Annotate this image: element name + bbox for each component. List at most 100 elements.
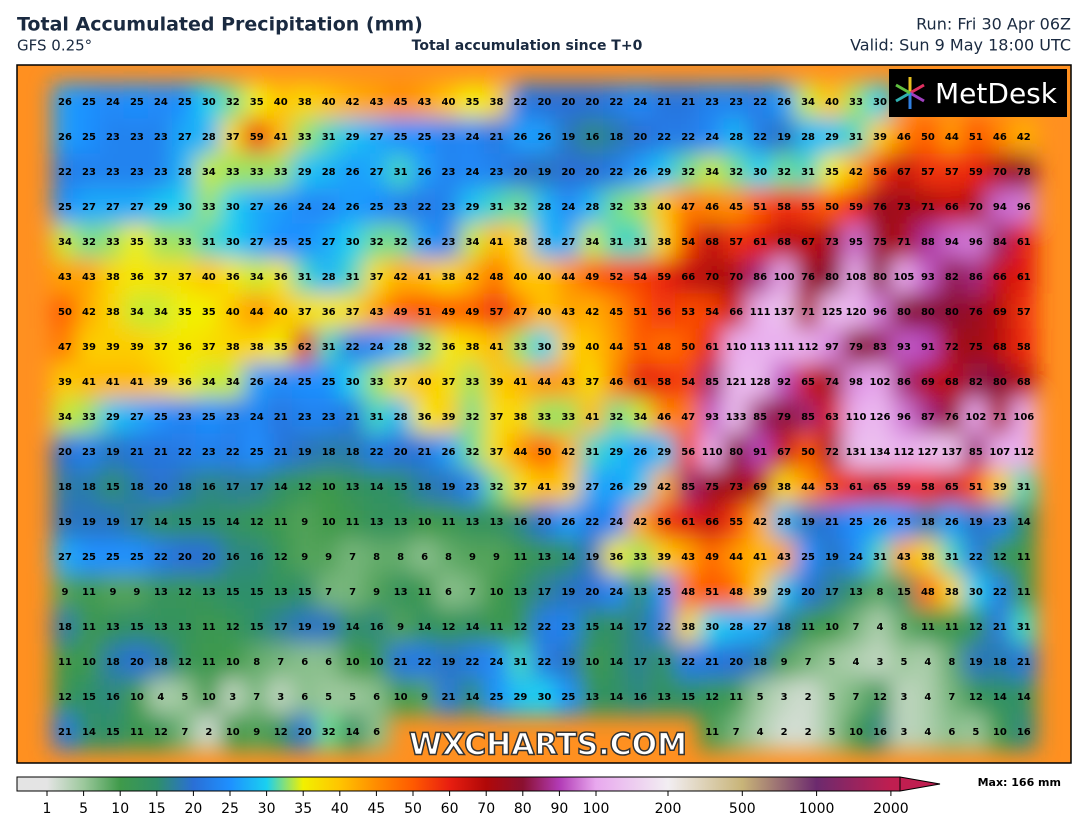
- precip-cell: [938, 713, 965, 751]
- precip-cell: [363, 363, 390, 401]
- precip-cell: [483, 293, 510, 331]
- precip-cell: [363, 503, 390, 541]
- cell-value: 5: [181, 692, 188, 703]
- cell-value: 137: [774, 307, 795, 318]
- cell-value: 30: [226, 237, 240, 248]
- cell-value: 30: [202, 97, 216, 108]
- cell-value: 32: [466, 412, 480, 423]
- cell-value: 48: [681, 587, 695, 598]
- cell-value: 20: [58, 447, 72, 458]
- precip-cell: [171, 713, 198, 751]
- cell-value: 40: [418, 377, 432, 388]
- cell-value: 5: [757, 692, 764, 703]
- precip-cell: [555, 153, 582, 191]
- cell-value: 13: [346, 482, 360, 493]
- precip-cell: [627, 293, 654, 331]
- precip-cell: [914, 328, 941, 366]
- precip-cell: [123, 503, 150, 541]
- precip-cell: [962, 713, 989, 751]
- cell-value: 3: [876, 657, 883, 668]
- precip-cell: [411, 188, 438, 226]
- precip-cell: [531, 258, 558, 296]
- cell-value: 31: [633, 237, 647, 248]
- precip-cell: [747, 153, 774, 191]
- cell-value: 44: [801, 482, 815, 493]
- cell-value: 30: [537, 342, 551, 353]
- cell-value: 29: [513, 692, 527, 703]
- cell-value: 23: [442, 237, 456, 248]
- precip-cell: [219, 328, 246, 366]
- precip-cell: [747, 188, 774, 226]
- cell-value: 38: [681, 622, 695, 633]
- cell-value: 8: [397, 552, 404, 563]
- cell-value: 87: [921, 412, 935, 423]
- cell-value: 15: [130, 622, 144, 633]
- cell-value: 28: [394, 412, 408, 423]
- cell-value: 46: [897, 132, 911, 143]
- cell-value: 61: [633, 377, 647, 388]
- precip-cell: [962, 293, 989, 331]
- precip-cell: [675, 503, 702, 541]
- precip-cell: [986, 468, 1013, 506]
- precip-cell: [723, 468, 750, 506]
- precip-cell: [627, 538, 654, 576]
- cell-value: 32: [370, 237, 384, 248]
- cell-value: 29: [657, 447, 671, 458]
- cell-value: 14: [993, 692, 1007, 703]
- precip-cell: [890, 223, 917, 261]
- cell-value: 29: [657, 167, 671, 178]
- precip-cell: [171, 223, 198, 261]
- cell-value: 10: [322, 482, 336, 493]
- cell-value: 46: [657, 412, 671, 423]
- precip-cell: [675, 643, 702, 681]
- precip-cell: [531, 363, 558, 401]
- precip-cell: [435, 678, 462, 716]
- cell-value: 10: [322, 517, 336, 528]
- cell-value: 7: [733, 727, 740, 738]
- precip-cell: [243, 153, 270, 191]
- cell-value: 16: [226, 552, 240, 563]
- cell-value: 22: [681, 132, 695, 143]
- cell-value: 33: [849, 97, 863, 108]
- cell-value: 18: [993, 657, 1007, 668]
- precip-cell: [531, 398, 558, 436]
- cell-value: 29: [466, 202, 480, 213]
- cell-value: 31: [394, 167, 408, 178]
- precip-cell: [219, 258, 246, 296]
- cell-value: 40: [657, 202, 671, 213]
- precip-cell: [819, 188, 846, 226]
- precip-cell: [52, 223, 78, 261]
- cell-value: 37: [370, 272, 384, 283]
- precip-cell: [699, 468, 726, 506]
- precip-cell: [243, 363, 270, 401]
- precip-cell: [531, 188, 558, 226]
- cell-value: 44: [513, 447, 527, 458]
- cell-value: 45: [609, 307, 623, 318]
- cell-value: 20: [585, 167, 599, 178]
- cell-value: 31: [585, 447, 599, 458]
- cell-value: 23: [106, 132, 120, 143]
- precip-cell: [171, 503, 198, 541]
- precip-cell: [243, 293, 270, 331]
- cell-value: 69: [993, 307, 1007, 318]
- cell-value: 92: [777, 377, 791, 388]
- precip-cell: [387, 118, 414, 156]
- cell-value: 76: [945, 412, 959, 423]
- cell-value: 6: [301, 692, 308, 703]
- cell-value: 10: [394, 692, 408, 703]
- cell-value: 36: [178, 342, 192, 353]
- precip-cell: [627, 328, 654, 366]
- precip-cell: [147, 398, 174, 436]
- precip-cell: [219, 363, 246, 401]
- cell-value: 22: [370, 447, 384, 458]
- precip-cell: [75, 118, 102, 156]
- cell-value: 59: [250, 132, 264, 143]
- cell-value: 12: [178, 587, 192, 598]
- cell-value: 24: [609, 517, 623, 528]
- cell-value: 71: [897, 237, 911, 248]
- precip-cell: [483, 433, 510, 471]
- cell-value: 11: [202, 622, 216, 633]
- precip-cell: [52, 118, 78, 156]
- precip-cell: [771, 83, 798, 121]
- precip-cell: [675, 153, 702, 191]
